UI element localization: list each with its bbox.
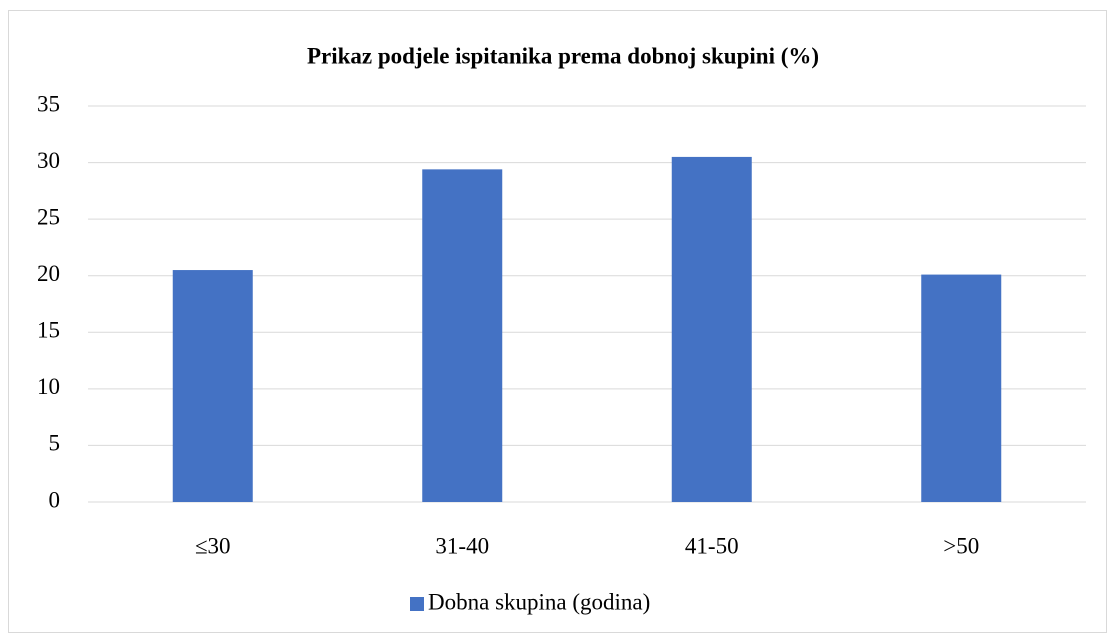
legend-label: Dobna skupina (godina) bbox=[428, 589, 650, 614]
legend-swatch bbox=[410, 597, 424, 611]
bar bbox=[422, 169, 503, 503]
bar bbox=[172, 270, 253, 502]
y-tick-label: 20 bbox=[37, 261, 60, 286]
x-tick-label: 31-40 bbox=[435, 533, 489, 558]
y-tick-label: 10 bbox=[37, 374, 60, 399]
y-tick-label: 25 bbox=[37, 204, 60, 229]
x-tick-label: ≤30 bbox=[195, 533, 231, 558]
y-tick-label: 30 bbox=[37, 148, 60, 173]
x-tick-label: >50 bbox=[943, 533, 979, 558]
y-tick-label: 35 bbox=[37, 91, 60, 116]
chart-title: Prikaz podjele ispitanika prema dobnoj s… bbox=[307, 43, 819, 68]
x-tick-label: 41-50 bbox=[685, 533, 739, 558]
bar bbox=[921, 274, 1002, 502]
y-tick-label: 0 bbox=[49, 487, 61, 512]
bar bbox=[671, 156, 752, 502]
y-tick-label: 5 bbox=[49, 431, 61, 456]
y-tick-label: 15 bbox=[37, 318, 60, 343]
